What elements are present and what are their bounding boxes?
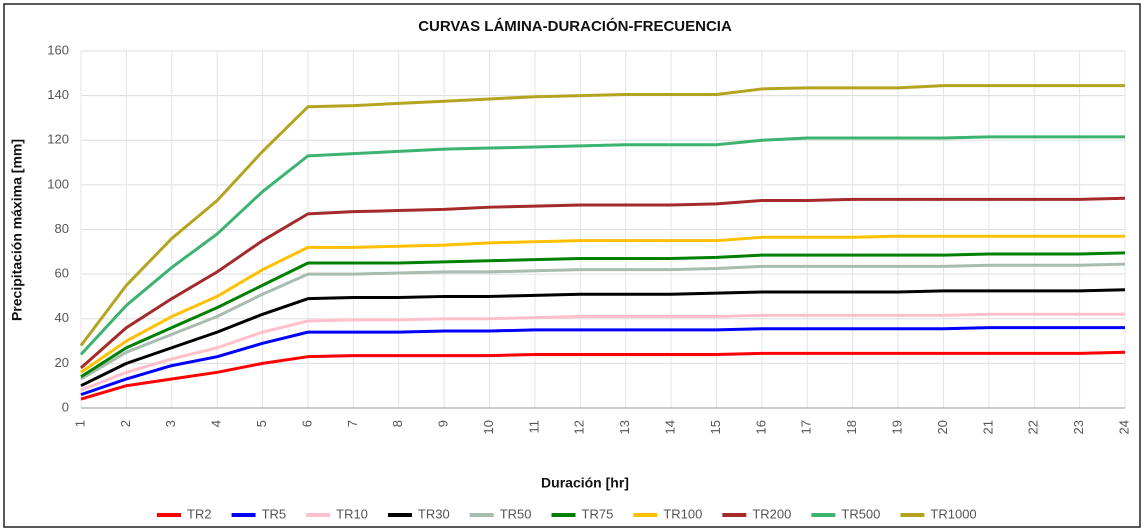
series-line xyxy=(80,350,1126,401)
series-line xyxy=(80,326,1125,397)
x-tick-label: 8 xyxy=(390,420,405,427)
y-tick-label: 60 xyxy=(55,266,69,281)
x-tick-label: 22 xyxy=(1026,420,1041,434)
y-tick-label: 140 xyxy=(47,87,69,102)
x-tick-label: 7 xyxy=(345,420,360,427)
x-tick-label: 10 xyxy=(481,420,496,434)
y-tick-label: 100 xyxy=(47,176,69,191)
x-tick-label: 12 xyxy=(572,420,587,434)
x-axis-label: Duración [hr] xyxy=(541,475,629,491)
y-axis-label: Precipitación máxima [mm] xyxy=(9,139,25,321)
x-tick-label: 2 xyxy=(118,420,133,427)
legend-label: TR50 xyxy=(500,506,532,521)
y-tick-label: 120 xyxy=(47,132,69,147)
legend-label: TR500 xyxy=(841,506,880,521)
x-tick-label: 24 xyxy=(1116,420,1131,434)
x-tick-label: 19 xyxy=(889,420,904,434)
x-tick-label: 17 xyxy=(799,420,814,434)
legend-label: TR1000 xyxy=(930,506,976,521)
x-tick-label: 5 xyxy=(254,420,269,427)
legend-label: TR200 xyxy=(752,506,791,521)
x-tick-label: 4 xyxy=(209,420,224,427)
legend-label: TR10 xyxy=(336,506,368,521)
series-line xyxy=(80,312,1125,392)
x-tick-label: 15 xyxy=(708,420,723,434)
x-tick-label: 20 xyxy=(935,420,950,434)
x-tick-label: 18 xyxy=(844,420,859,434)
series-line xyxy=(80,288,1126,388)
x-tick-label: 13 xyxy=(617,420,632,434)
x-tick-label: 14 xyxy=(663,420,678,434)
y-tick-label: 40 xyxy=(55,310,69,325)
legend-label: TR5 xyxy=(262,506,287,521)
series-line xyxy=(79,84,1125,347)
y-tick-label: 80 xyxy=(55,221,69,236)
x-tick-label: 16 xyxy=(753,420,768,434)
chart-title: CURVAS LÁMINA-DURACIÓN-FRECUENCIA xyxy=(418,17,732,35)
legend-label: TR75 xyxy=(582,506,614,521)
y-tick-label: 160 xyxy=(47,42,69,57)
x-tick-label: 23 xyxy=(1071,420,1086,434)
x-tick-label: 3 xyxy=(163,420,178,427)
legend-label: TR30 xyxy=(418,506,450,521)
series-line xyxy=(80,234,1125,374)
y-tick-label: 0 xyxy=(62,399,69,414)
x-tick-label: 6 xyxy=(299,420,314,427)
legend-label: TR100 xyxy=(663,506,702,521)
series-line xyxy=(80,196,1126,369)
legend-label: TR2 xyxy=(187,506,212,521)
y-tick-label: 20 xyxy=(55,355,69,370)
series-line xyxy=(79,135,1125,356)
x-tick-label: 1 xyxy=(72,420,87,427)
series-line xyxy=(80,262,1126,381)
x-tick-label: 21 xyxy=(980,420,995,434)
x-tick-label: 9 xyxy=(436,420,451,427)
series-line xyxy=(80,251,1126,379)
x-tick-label: 11 xyxy=(526,420,541,434)
